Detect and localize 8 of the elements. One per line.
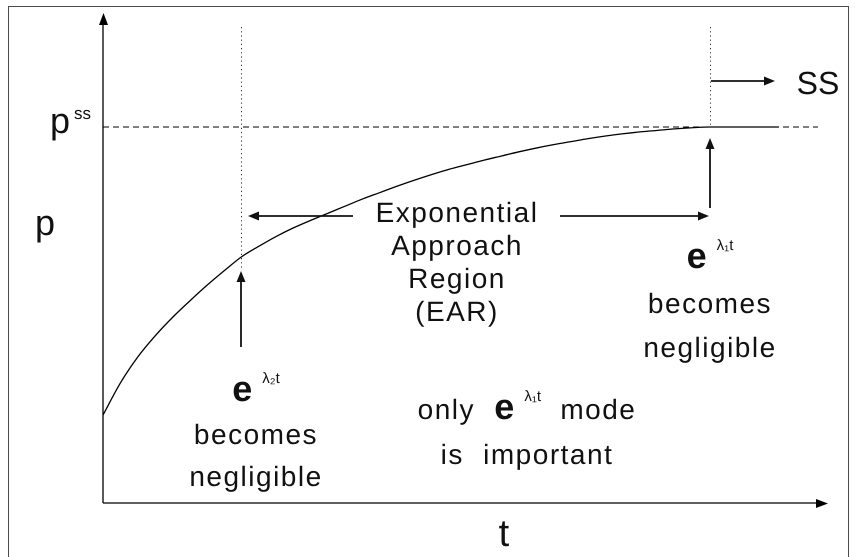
text: e$^{λ₁t}$ becomes negligible bbox=[643, 235, 777, 363]
x-axis-title: t bbox=[498, 513, 510, 555]
ref-line-label: p$^{ss}$ bbox=[50, 100, 91, 140]
y-axis-title: p bbox=[35, 202, 56, 243]
text: only e$^{λ₁t}$ mode is important bbox=[418, 386, 636, 470]
text: e$^{λ₂t}$ becomes negligible bbox=[189, 368, 323, 492]
annotation: Exponential Approach Region (EAR) bbox=[376, 196, 538, 328]
text: SS bbox=[796, 65, 840, 101]
